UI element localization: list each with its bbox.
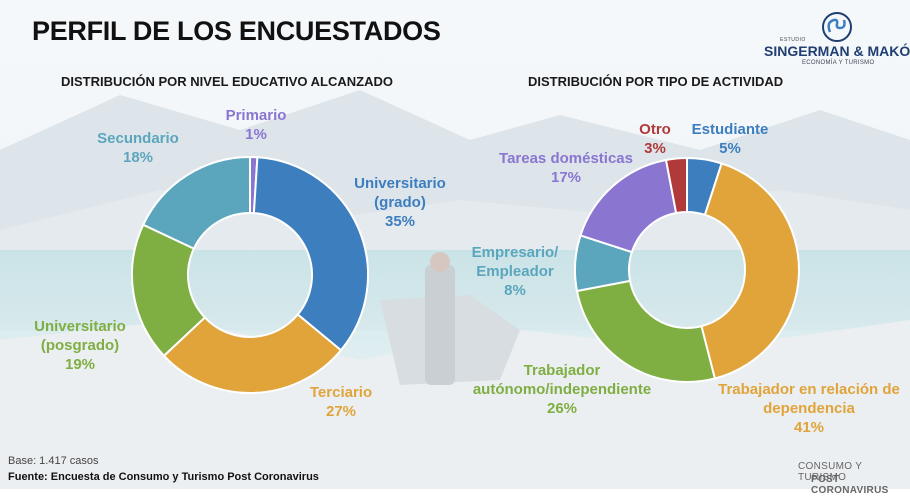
source-note: Fuente: Encuesta de Consumo y Turismo Po… [8,471,319,483]
logo-sub-text: ECONOMÍA Y TURISMO [802,60,875,66]
footer-line-1: CONSUMO Y TURISMO [798,461,863,483]
base-cases-note: Base: 1.417 casos [8,455,99,467]
logo-main-text: SINGERMAN & MAKÓN [764,43,910,59]
label-secundario: Secundario 18% [97,130,179,166]
donut-activity [574,156,800,383]
logo-small-text: ESTUDIO [780,37,806,43]
label-trabajador-autonomo: Trabajador autónomo/independiente 26% [472,362,652,417]
donut-0-slice-4 [141,155,251,250]
donut-education [131,155,369,394]
donut-0-slice-1 [252,156,369,352]
label-empresario: Empresario/Empleador 8% [471,244,559,299]
chart-education-title: DISTRIBUCIÓN POR NIVEL EDUCATIVO ALCANZA… [61,74,393,89]
label-otro: Otro 3% [639,121,671,157]
footer-line-2: POST CORONAVIRUS [811,474,889,496]
label-estudiante: Estudiante 5% [691,121,769,157]
label-universitario-grado: Universitario (grado) 35% [354,175,446,230]
donut-1-slice-1 [700,162,800,380]
label-primario: Primario 1% [225,107,287,143]
donut-1-slice-5 [664,156,688,215]
logo-mark-icon [822,12,852,42]
donut-1-slice-2 [575,279,717,383]
label-universitario-posgrado: Universitario (posgrado) 19% [34,318,126,373]
chart-activity-title: DISTRIBUCIÓN POR TIPO DE ACTIVIDAD [528,74,784,89]
page-title: PERFIL DE LOS ENCUESTADOS [32,16,441,46]
donut-0-slice-2 [162,313,343,394]
label-tareas-domesticas: Tareas domésticas 17% [499,150,633,186]
label-terciario: Terciario 27% [309,384,373,420]
label-trabajador-dependencia: Trabajador en relación de dependencia 41% [718,381,900,436]
